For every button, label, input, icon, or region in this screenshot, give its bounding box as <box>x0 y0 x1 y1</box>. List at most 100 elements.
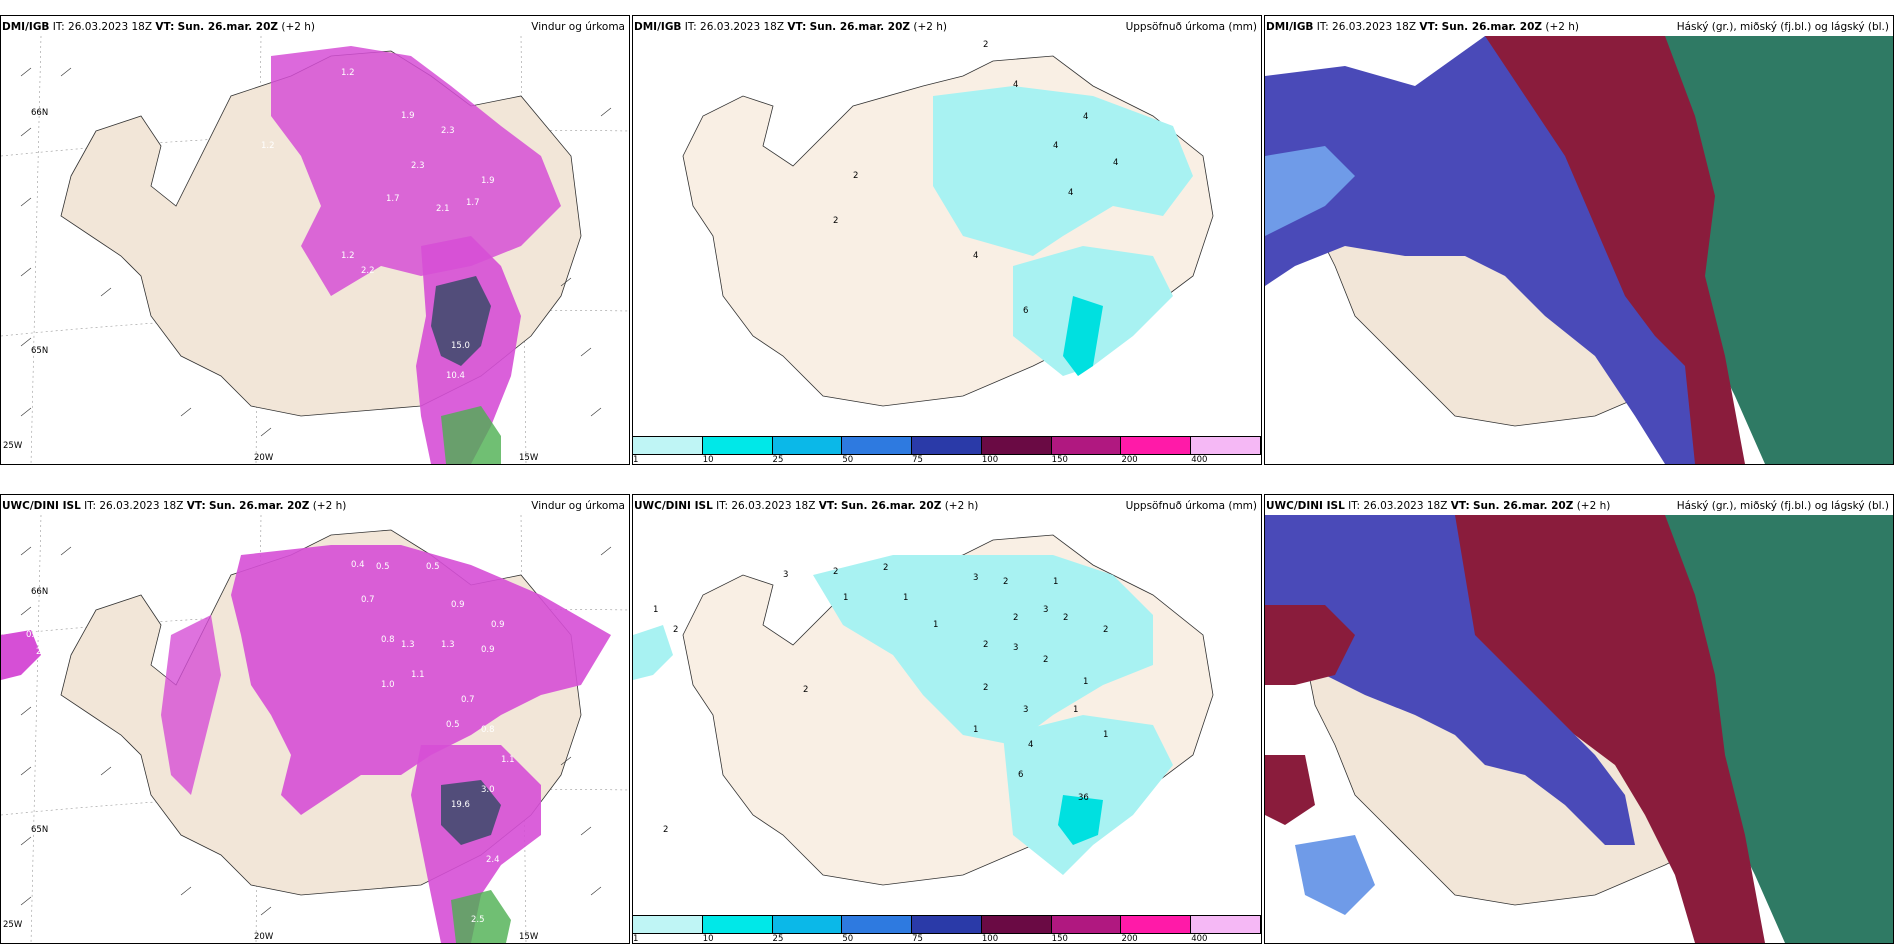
precip-value: 1.9 <box>481 176 495 186</box>
precip-value: 1.7 <box>466 198 480 208</box>
precip-value: 10.4 <box>446 371 465 381</box>
legend-swatch <box>772 916 843 933</box>
accum-value: 1 <box>653 605 659 615</box>
mid-cloud-west <box>1265 605 1355 685</box>
precip-value: 2.3 <box>411 161 425 171</box>
lead-time: (+2 h) <box>913 21 948 33</box>
precip-value: 19.6 <box>451 800 470 810</box>
color-legend: 1 10 25 50 75 100 150 200 400 <box>633 436 1261 464</box>
precip-value: 1.3 <box>401 640 415 650</box>
lon-label: 20W <box>254 453 274 463</box>
precip-value: 0.8 <box>381 635 395 645</box>
precip-value: 0.5 <box>376 562 390 572</box>
legend-swatch <box>1191 916 1261 933</box>
lat-label: 65N <box>31 825 49 835</box>
accum-value: 4 <box>973 251 979 261</box>
legend-tick: 150 <box>1051 934 1068 944</box>
accum-value: 4 <box>1113 158 1119 168</box>
accum-value: 2 <box>883 563 889 573</box>
color-legend: 1 10 25 50 75 100 150 200 400 <box>633 915 1261 943</box>
vt-label: VT: <box>186 500 206 512</box>
wind-precip-map <box>1 515 629 943</box>
panel-dmi-clouds: DMI/IGB IT: 26.03.2023 18Z VT: Sun. 26.m… <box>1264 15 1894 465</box>
initial-time: 26.03.2023 18Z <box>1332 21 1417 33</box>
precip-value: 2.4 <box>486 855 500 865</box>
low-cloud-light <box>1295 835 1375 915</box>
precip-value: 0.7 <box>361 595 375 605</box>
precip-value: 2.1 <box>436 204 450 214</box>
precip-light-south <box>1003 715 1173 875</box>
precip-cyan <box>1063 296 1103 376</box>
legend-tick: 25 <box>772 934 784 944</box>
legend-tick: 100 <box>981 934 999 944</box>
precip-value: 0.7 <box>461 695 475 705</box>
precip-light-west <box>633 625 673 680</box>
initial-time: 26.03.2023 18Z <box>68 21 153 33</box>
it-label: IT: <box>52 21 65 33</box>
valid-time: Sun. 26.mar. 20Z <box>1473 500 1574 512</box>
accum-value: 1 <box>843 593 849 603</box>
lon-label: 20W <box>254 932 274 942</box>
legend-swatch <box>1051 916 1122 933</box>
legend-swatch <box>772 437 843 454</box>
cloud-cover-map <box>1265 515 1893 943</box>
legend-swatch <box>1191 437 1261 454</box>
precip-value: 0.5 <box>426 562 440 572</box>
heavy-precip-core <box>441 780 501 845</box>
legend-swatch <box>633 437 703 454</box>
precip-area-west <box>161 615 221 795</box>
model-source: DMI/IGB <box>2 21 50 33</box>
panel-dmi-wind-precip: DMI/IGB IT: 26.03.2023 18Z VT: Sun. 26.m… <box>0 15 630 465</box>
precip-value: 2.3 <box>441 126 455 136</box>
accum-value: 1 <box>1053 577 1059 587</box>
panel-uwc-accum-precip: UWC/DINI ISL IT: 26.03.2023 18Z VT: Sun.… <box>632 494 1262 944</box>
legend-swatch <box>1051 437 1122 454</box>
panel-header: UWC/DINI ISL IT: 26.03.2023 18Z VT: Sun.… <box>1266 499 1889 513</box>
precip-value: 0.5 <box>446 720 460 730</box>
precip-area <box>271 46 561 296</box>
vt-label: VT: <box>787 21 807 33</box>
initial-time: 26.03.2023 18Z <box>99 500 184 512</box>
legend-tick: 150 <box>1051 455 1068 465</box>
panel-uwc-clouds: UWC/DINI ISL IT: 26.03.2023 18Z VT: Sun.… <box>1264 494 1894 944</box>
accum-value: 2 <box>833 567 839 577</box>
precip-cyan <box>1058 795 1103 845</box>
lead-time: (+2 h) <box>312 500 347 512</box>
accum-value: 2 <box>1063 613 1069 623</box>
it-label: IT: <box>84 500 97 512</box>
vt-label: VT: <box>818 500 838 512</box>
panel-title: Vindur og úrkoma <box>531 500 625 512</box>
precip-value: 1.7 <box>386 194 400 204</box>
legend-swatch <box>842 916 913 933</box>
lead-time: (+2 h) <box>281 21 316 33</box>
accum-value: 4 <box>1013 80 1019 90</box>
legend-swatch <box>842 437 913 454</box>
accum-value: 3 <box>973 573 979 583</box>
precip-area <box>231 545 611 815</box>
legend-tick: 200 <box>1121 934 1138 944</box>
accum-value: 4 <box>1068 188 1074 198</box>
initial-time: 26.03.2023 18Z <box>731 500 816 512</box>
heavy-precip-core <box>431 276 491 366</box>
panel-header: DMI/IGB IT: 26.03.2023 18Z VT: Sun. 26.m… <box>634 20 1257 34</box>
valid-time: Sun. 26.mar. 20Z <box>1441 21 1542 33</box>
accum-value: 2 <box>1103 625 1109 635</box>
it-label: IT: <box>716 500 729 512</box>
legend-tick: 50 <box>842 934 854 944</box>
accum-value: 6 <box>1018 770 1024 780</box>
vt-label: VT: <box>1419 21 1439 33</box>
accum-value: 4 <box>1083 112 1089 122</box>
panel-title: Vindur og úrkoma <box>531 21 625 33</box>
accum-value: 1 <box>1083 677 1089 687</box>
precip-green <box>451 890 511 943</box>
low-cloud <box>1265 515 1635 845</box>
accum-value: 2 <box>1003 577 1009 587</box>
accum-value: 3 <box>1023 705 1029 715</box>
low-cloud <box>1265 36 1695 464</box>
precip-value: 2.1 <box>36 647 50 657</box>
it-label: IT: <box>684 21 697 33</box>
precip-light <box>933 86 1193 256</box>
lat-label: 65N <box>31 346 49 356</box>
accum-value: 36 <box>1078 793 1089 803</box>
precip-value: 2.2 <box>361 266 375 276</box>
